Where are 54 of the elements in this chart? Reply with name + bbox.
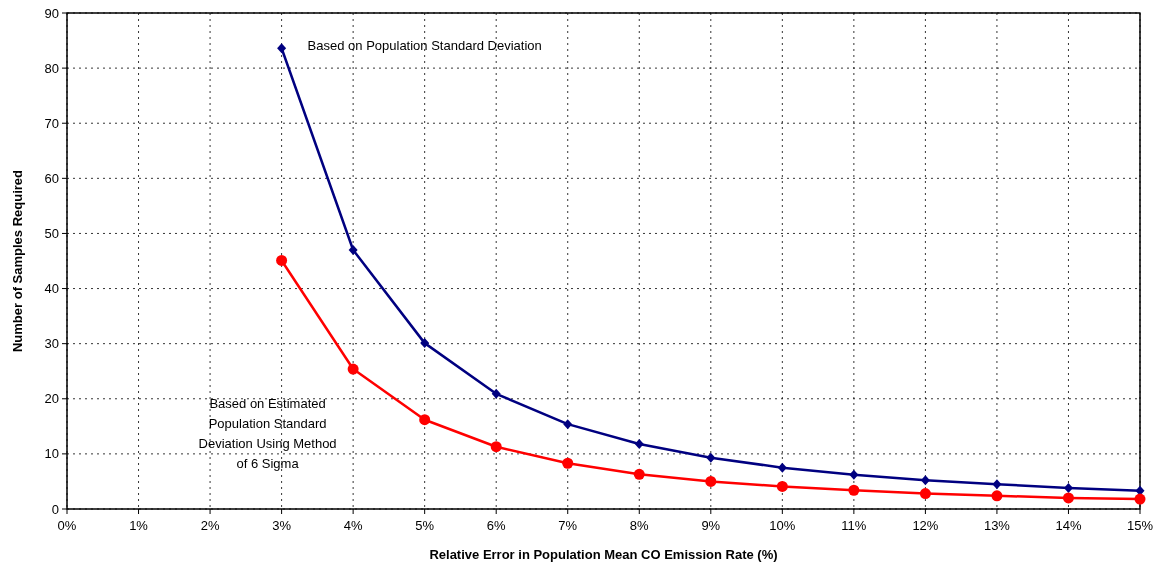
point bbox=[276, 254, 288, 266]
y-tick-label: 20 bbox=[44, 391, 59, 407]
x-tick-label: 2% bbox=[200, 518, 220, 533]
x-tick-label: 5% bbox=[415, 518, 435, 533]
point bbox=[848, 484, 860, 496]
x-tick-label: 8% bbox=[629, 518, 650, 533]
point bbox=[419, 414, 431, 426]
point bbox=[490, 441, 502, 453]
y-tick-label: 30 bbox=[44, 336, 59, 352]
point bbox=[992, 479, 1002, 490]
point bbox=[420, 338, 430, 349]
x-axis-title: Relative Error in Population Mean CO Emission Rate (%) bbox=[429, 547, 778, 562]
x-tick-label: 1% bbox=[129, 518, 149, 533]
x-tick-label: 15% bbox=[1126, 518, 1154, 533]
point bbox=[849, 469, 859, 480]
y-tick-label: 70 bbox=[44, 115, 59, 131]
y-tick-label: 50 bbox=[44, 225, 59, 241]
x-tick-label: 6% bbox=[486, 518, 507, 533]
point bbox=[277, 43, 287, 54]
x-tick-label: 4% bbox=[343, 518, 363, 533]
x-tick-label: 12% bbox=[912, 518, 939, 533]
x-tick-label: 10% bbox=[769, 518, 796, 533]
point bbox=[347, 363, 359, 375]
point bbox=[991, 490, 1003, 502]
point bbox=[776, 480, 788, 492]
point bbox=[706, 452, 716, 463]
y-tick-label: 80 bbox=[44, 60, 59, 76]
x-tick-label: 9% bbox=[701, 518, 721, 533]
x-tick-label: 0% bbox=[57, 518, 77, 533]
y-tick-label: 60 bbox=[44, 170, 59, 186]
point bbox=[562, 457, 574, 469]
point bbox=[1134, 493, 1146, 505]
point bbox=[563, 419, 573, 430]
series-label: Based on Population Standard Deviation bbox=[307, 38, 542, 54]
text: Based on Estimated Population Standard Deviation Using Method of 6 Sigma bbox=[198, 396, 337, 472]
point bbox=[920, 475, 930, 486]
x-tick-label: 3% bbox=[272, 518, 292, 533]
x-tick-label: 13% bbox=[983, 518, 1011, 533]
point bbox=[919, 488, 931, 500]
y-tick-label: 40 bbox=[44, 281, 59, 297]
point bbox=[348, 244, 358, 255]
point bbox=[1062, 492, 1074, 504]
point bbox=[705, 475, 717, 487]
point bbox=[633, 468, 645, 480]
point bbox=[491, 388, 501, 399]
point bbox=[634, 438, 644, 449]
x-tick-label: 7% bbox=[558, 518, 578, 533]
y-tick-label: 90 bbox=[44, 5, 59, 21]
x-tick-label: 14% bbox=[1055, 518, 1082, 533]
y-tick-label: 10 bbox=[44, 446, 59, 462]
y-tick-label: 0 bbox=[51, 501, 59, 517]
x-tick-label: 11% bbox=[841, 518, 867, 533]
y-axis-title: Number of Samples Required bbox=[10, 169, 25, 353]
point bbox=[777, 462, 787, 473]
